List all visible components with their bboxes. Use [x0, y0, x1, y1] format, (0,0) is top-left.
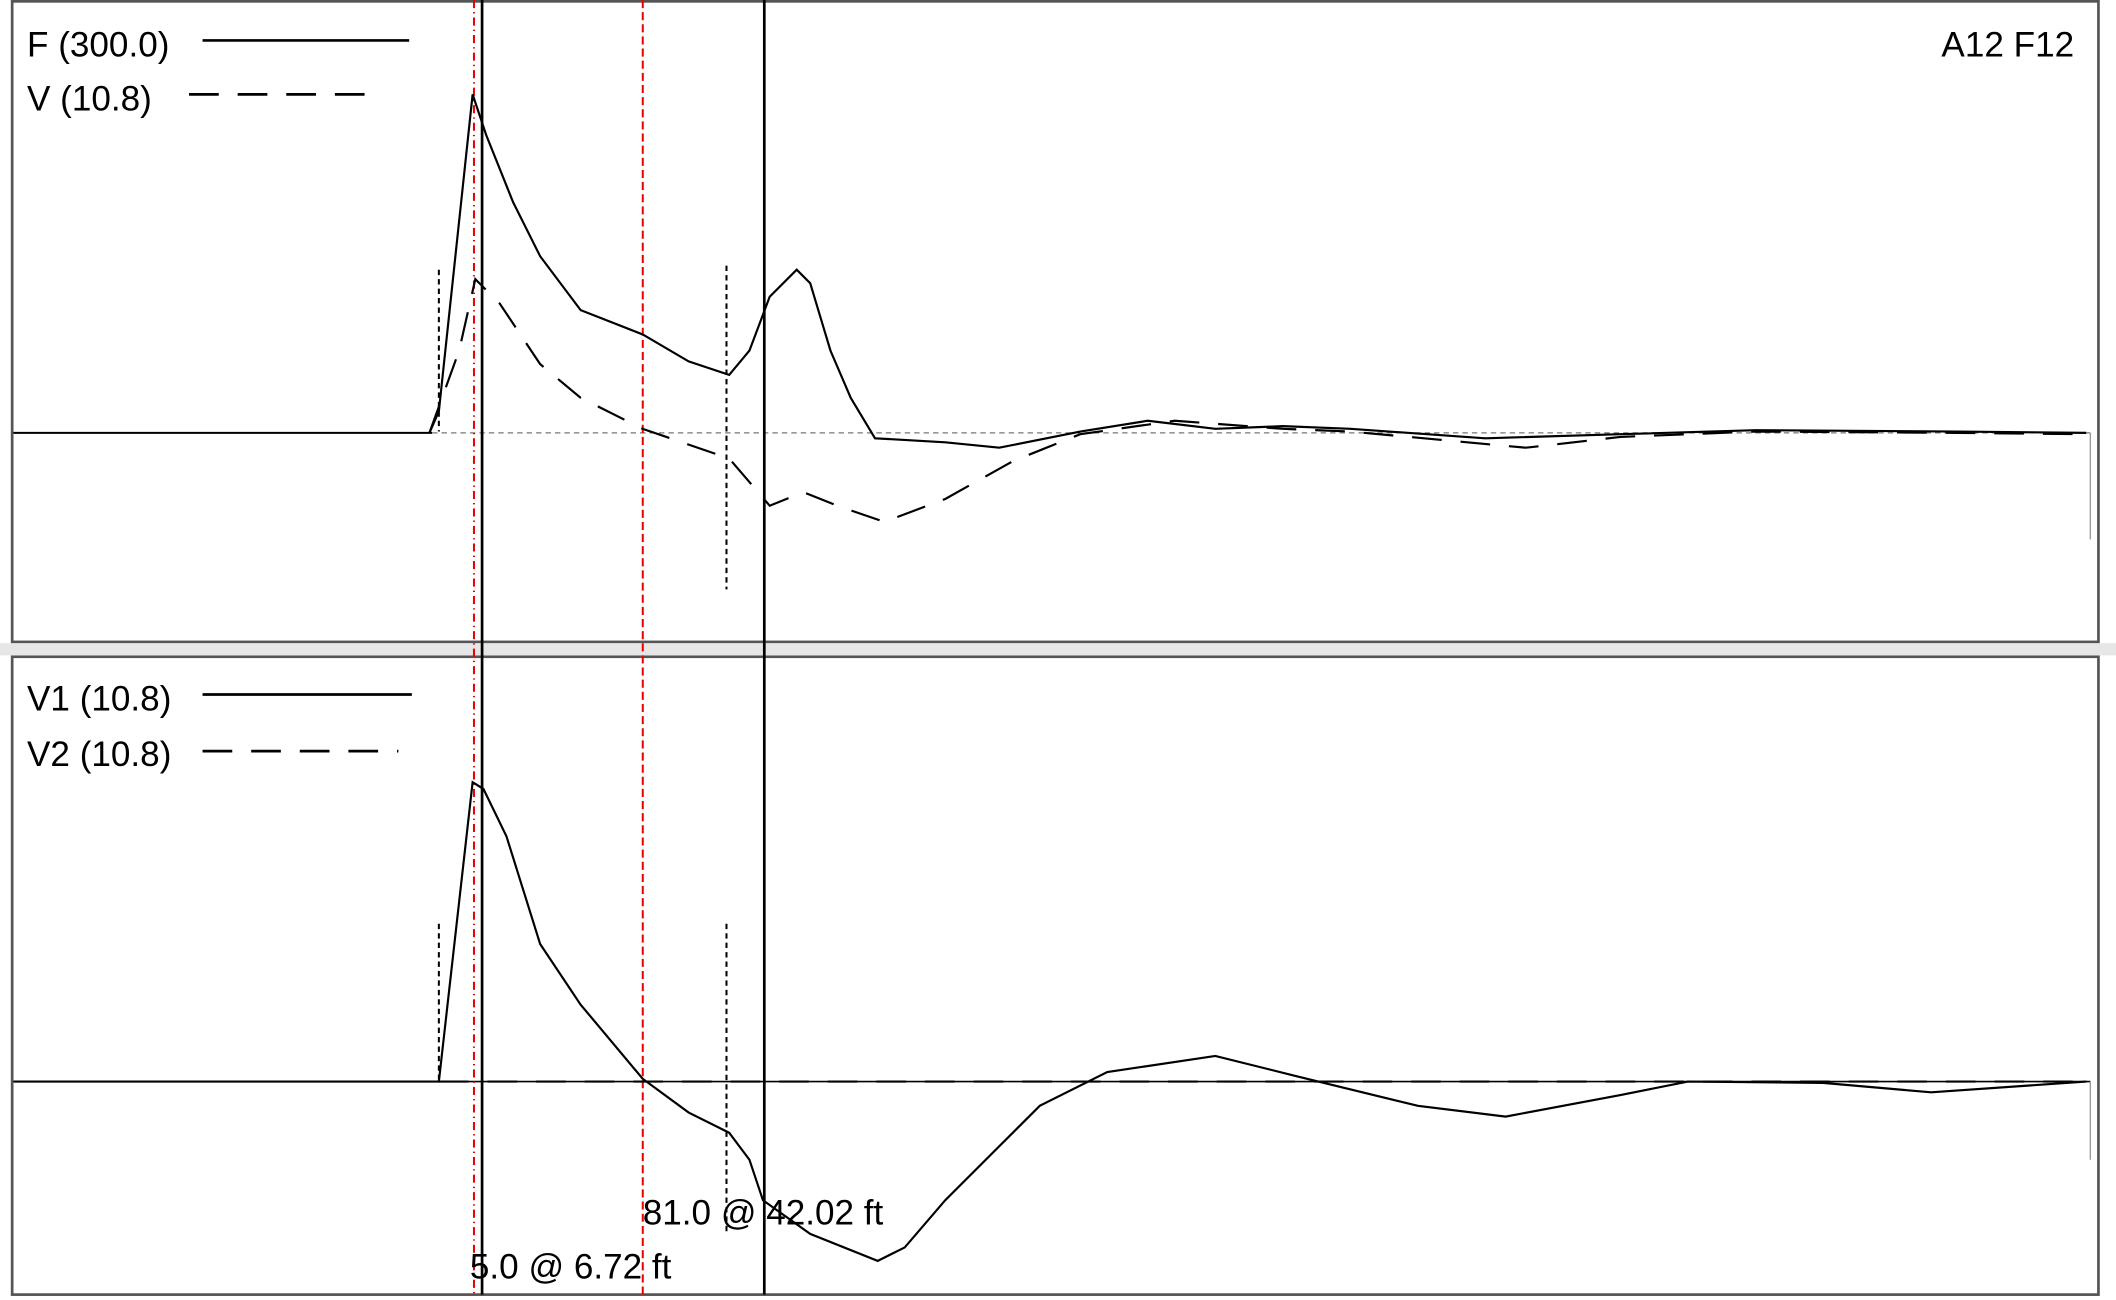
legend-label: V2 (10.8) [27, 735, 171, 774]
velocity-trace [428, 277, 2087, 524]
top-panel [10, 0, 2100, 644]
bottom-panel [10, 655, 2100, 1296]
id-label: A12 F12 [1941, 26, 2074, 65]
force-trace [428, 94, 2087, 449]
legend-label: V (10.8) [27, 80, 152, 119]
v1-trace [13, 780, 2087, 1263]
annotation: 5.0 @ 6.72 ft [470, 1247, 672, 1286]
splitter [0, 643, 2116, 656]
annotation: 81.0 @ 42.02 ft [643, 1194, 884, 1233]
legend-label: F (300.0) [27, 26, 169, 65]
legend-label: V1 (10.8) [27, 680, 171, 719]
